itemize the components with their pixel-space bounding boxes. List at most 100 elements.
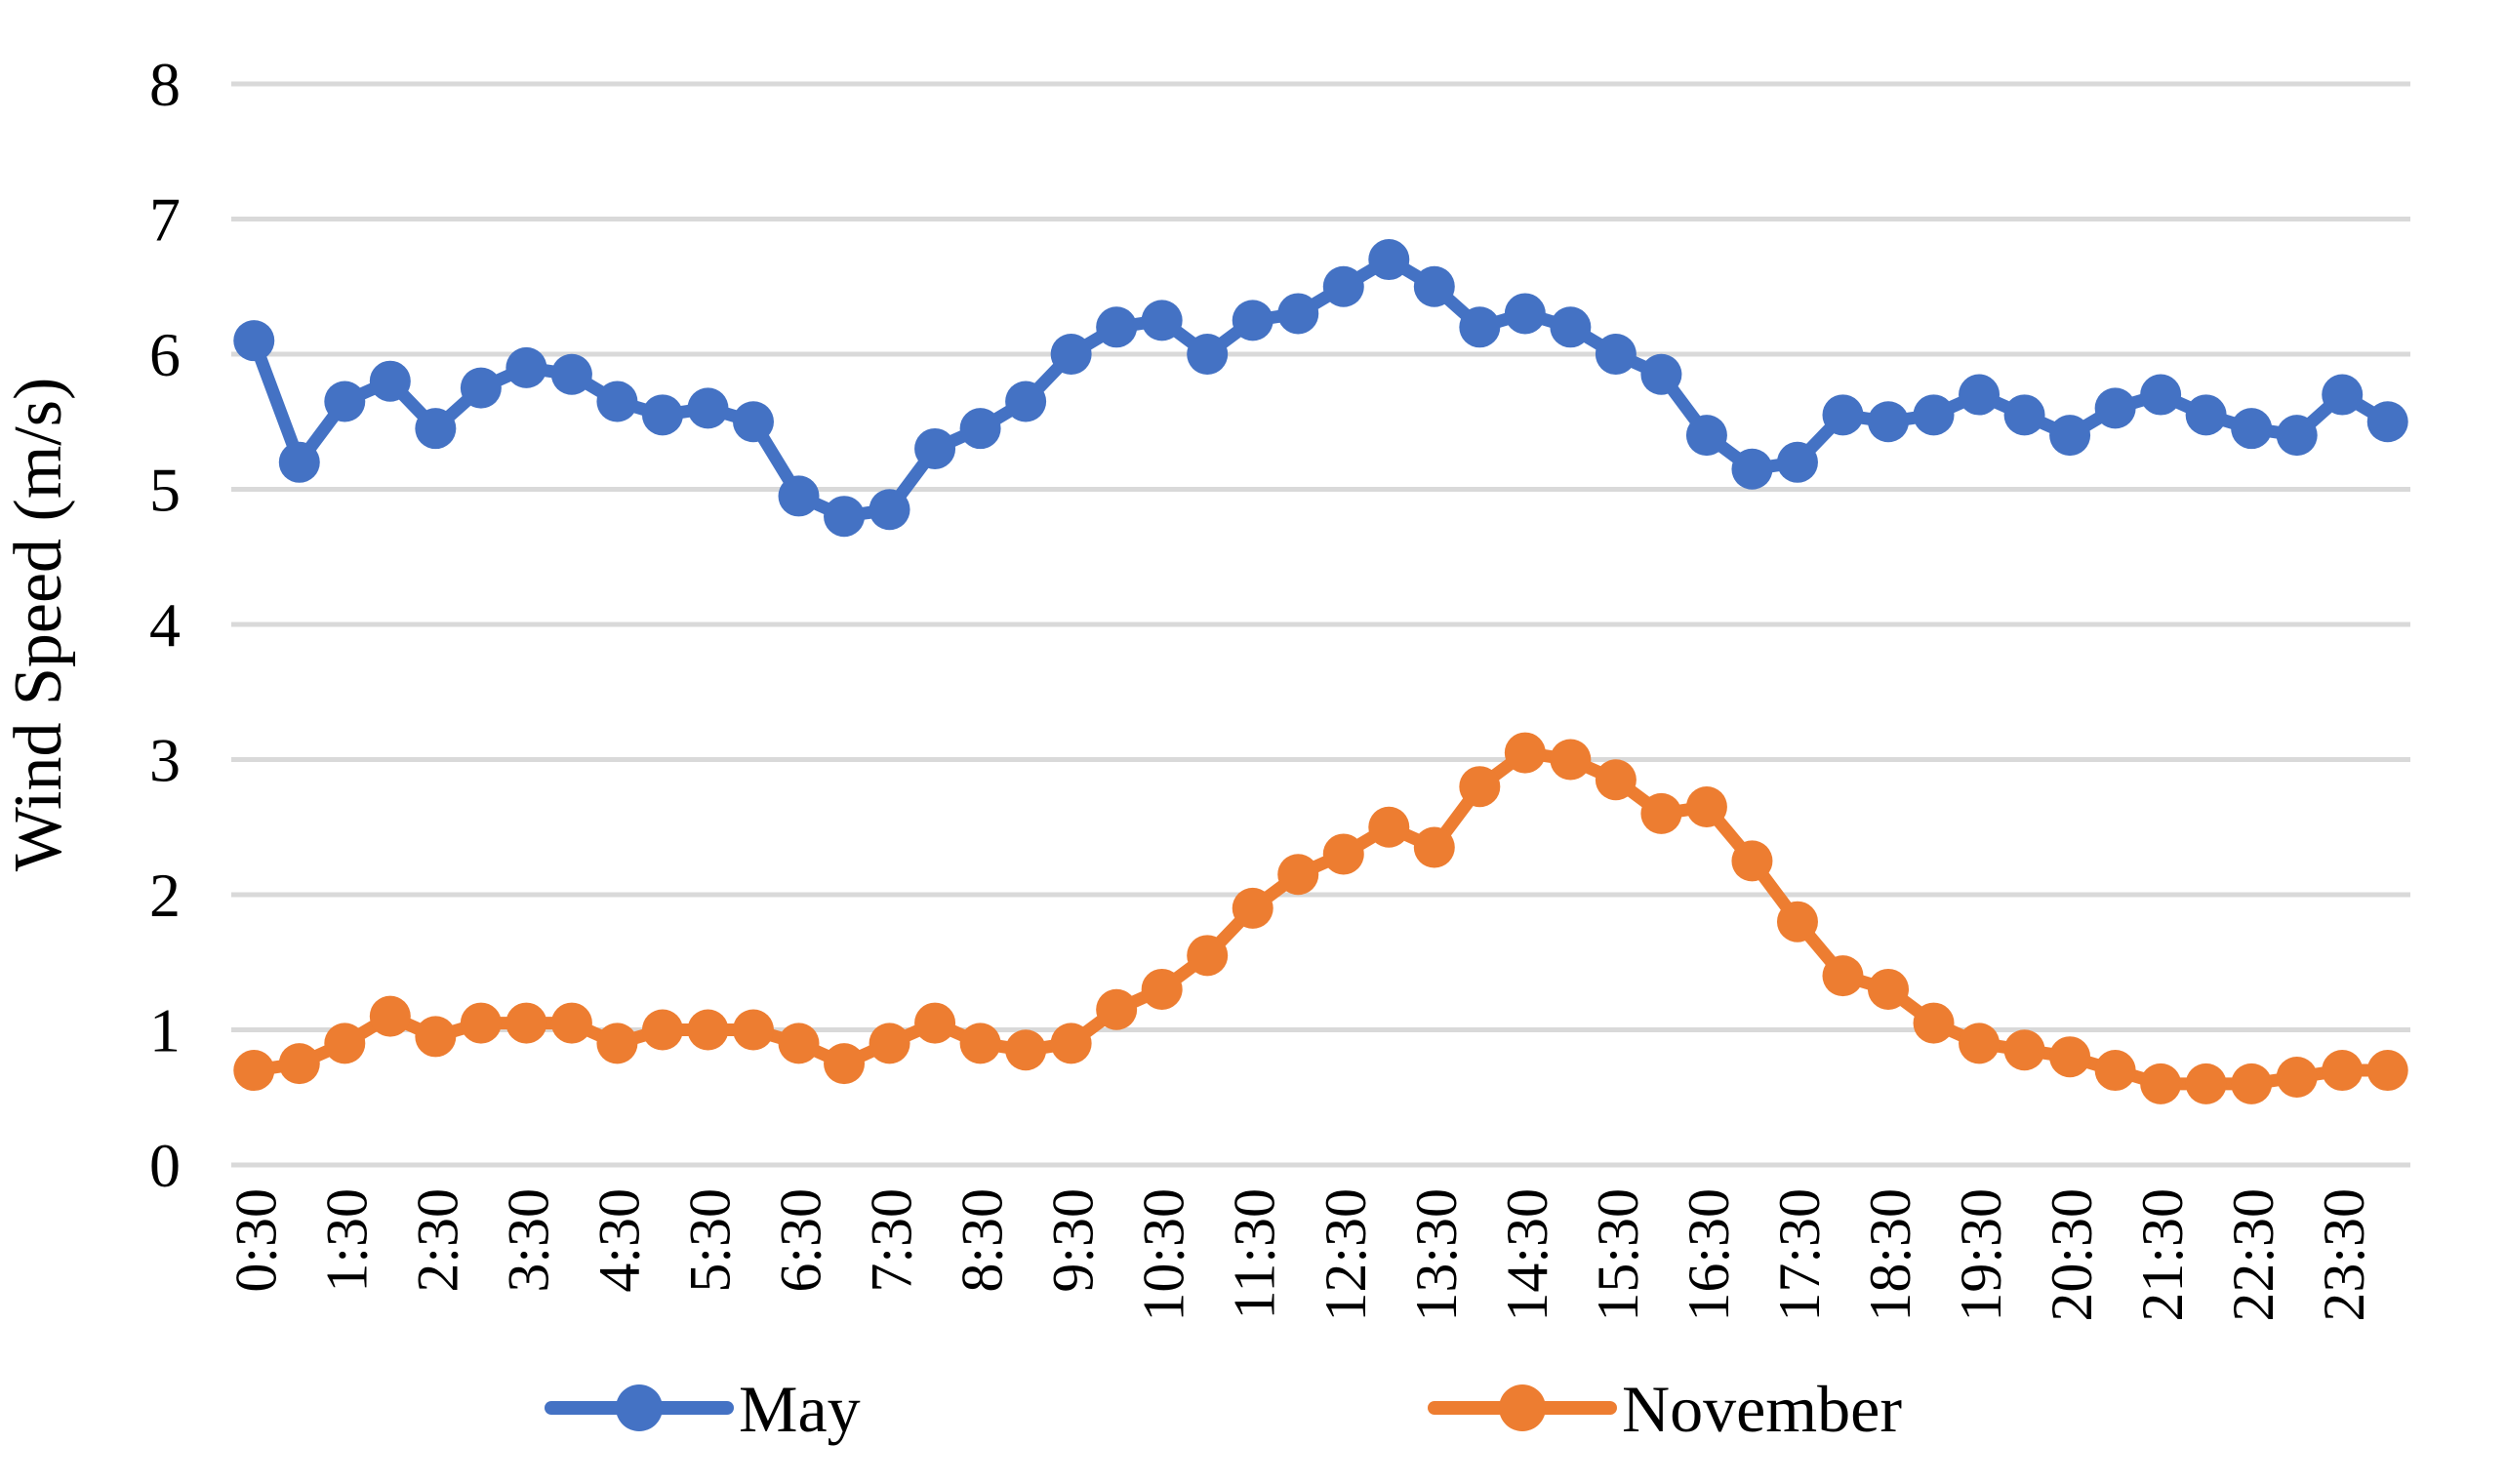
november-data-point-marker: [959, 1023, 1001, 1064]
may-data-point-marker: [2094, 387, 2136, 429]
may-data-point-marker: [1776, 441, 1818, 483]
november-data-point-marker: [1232, 887, 1273, 929]
may-data-point-marker: [1504, 293, 1546, 335]
x-tick-label: 2:30: [405, 1188, 469, 1293]
x-tick-label: 4:30: [586, 1188, 651, 1293]
november-data-point-marker: [687, 1009, 729, 1051]
november-data-point-marker: [1731, 840, 1773, 882]
y-tick-label: 1: [149, 996, 181, 1065]
may-data-point-marker: [869, 489, 910, 531]
november-data-point-marker: [1776, 901, 1818, 943]
november-data-point-marker: [596, 1023, 638, 1064]
november-data-point-marker: [914, 1002, 956, 1044]
may-data-point-marker: [1913, 394, 1955, 436]
november-data-point-marker: [1459, 766, 1501, 808]
november-data-point-marker: [415, 1016, 457, 1058]
november-data-point-marker: [1913, 1002, 1955, 1044]
x-tick-label: 15:30: [1586, 1188, 1650, 1322]
x-tick-label: 23:30: [2312, 1188, 2376, 1322]
may-data-point-marker: [732, 401, 774, 443]
may-data-point-marker: [2140, 374, 2182, 416]
y-tick-label: 4: [149, 590, 181, 660]
x-tick-label: 7:30: [860, 1188, 924, 1293]
november-data-point-marker: [732, 1009, 774, 1051]
may-data-point-marker: [1550, 306, 1592, 348]
november-data-point-marker: [2003, 1029, 2045, 1071]
november-data-point-marker: [1322, 833, 1364, 875]
november-data-point-marker: [2276, 1056, 2318, 1098]
november-data-point-marker: [1504, 732, 1546, 774]
november-data-point-marker: [1050, 1023, 1092, 1064]
november-data-point-marker: [324, 1023, 366, 1064]
november-data-point-marker: [1822, 955, 1864, 997]
november-data-point-marker: [2231, 1063, 2273, 1104]
november-data-point-marker: [1868, 968, 1910, 1010]
y-axis-tick-labels: 0 1 2 3 4 5 6 7 8: [149, 50, 181, 1200]
may-data-point-marker: [687, 387, 729, 429]
x-tick-label: 11:30: [1223, 1188, 1287, 1319]
x-tick-label: 3:30: [496, 1188, 560, 1293]
november-data-point-marker: [869, 1023, 910, 1064]
x-tick-label: 12:30: [1314, 1188, 1378, 1322]
november-data-point-marker: [1005, 1029, 1047, 1071]
november-data-point-marker: [1277, 854, 1319, 896]
may-data-point-marker: [1050, 334, 1092, 375]
x-tick-label: 14:30: [1495, 1188, 1559, 1322]
y-tick-label: 3: [149, 726, 181, 795]
november-data-point-marker: [2185, 1063, 2227, 1104]
november-data-point-marker: [2322, 1050, 2364, 1092]
series-november: [233, 732, 2408, 1104]
may-data-point-marker: [1822, 394, 1864, 436]
y-tick-label: 2: [149, 861, 181, 930]
x-tick-label: 0:30: [223, 1188, 288, 1293]
may-legend-marker: [616, 1384, 663, 1431]
x-axis-tick-labels: 0:30 1:30 2:30 3:30 4:30 5:30 6:30 7:30 8:30 9:30…: [223, 1188, 2376, 1322]
november-data-point-marker: [505, 1002, 547, 1044]
may-data-point-marker: [1005, 381, 1047, 422]
x-tick-label: 6:30: [769, 1188, 833, 1293]
may-data-point-marker: [324, 381, 366, 422]
may-data-point-marker: [2049, 415, 2091, 457]
x-tick-label: 22:30: [2221, 1188, 2285, 1322]
may-data-point-marker: [2231, 408, 2273, 450]
may-data-point-marker: [1187, 334, 1229, 375]
november-legend-label: November: [1622, 1372, 1902, 1446]
may-data-point-marker: [778, 475, 820, 517]
november-data-point-marker: [278, 1043, 320, 1085]
may-data-point-marker: [1096, 306, 1138, 348]
may-data-point-marker: [415, 408, 457, 450]
november-data-point-marker: [2140, 1063, 2182, 1104]
november-data-point-marker: [1141, 968, 1183, 1010]
x-tick-label: 9:30: [1041, 1188, 1106, 1293]
november-legend-marker: [1499, 1384, 1546, 1431]
x-tick-label: 5:30: [677, 1188, 742, 1293]
y-axis-title: Wind Speed (m/s): [1, 378, 76, 872]
november-data-point-marker: [1959, 1023, 2001, 1064]
may-data-point-marker: [278, 441, 320, 483]
x-tick-label: 18:30: [1858, 1188, 1922, 1322]
legend-item-may: May: [545, 1372, 861, 1446]
may-data-point-marker: [914, 427, 956, 469]
may-data-point-marker: [369, 360, 411, 402]
november-data-point-marker: [1550, 739, 1592, 781]
november-data-point-marker: [1413, 826, 1455, 868]
legend-item-november: November: [1428, 1372, 1902, 1446]
x-tick-label: 20:30: [2040, 1188, 2104, 1322]
gridlines: [231, 81, 2410, 1168]
november-data-point-marker: [2049, 1036, 2091, 1078]
x-tick-label: 17:30: [1767, 1188, 1832, 1322]
x-tick-label: 21:30: [2130, 1188, 2195, 1322]
may-data-point-marker: [1731, 448, 1773, 490]
may-data-point-marker: [1322, 265, 1364, 307]
november-data-point-marker: [1595, 759, 1637, 801]
november-data-point-marker: [1096, 988, 1138, 1030]
may-data-point-marker: [2322, 374, 2364, 416]
y-tick-label: 0: [149, 1131, 181, 1200]
may-data-point-marker: [2366, 401, 2408, 443]
may-data-point-marker: [1277, 293, 1319, 335]
may-data-point-marker: [959, 408, 1001, 450]
may-data-point-marker: [1959, 374, 2001, 416]
november-data-point-marker: [369, 995, 411, 1037]
may-data-point-marker: [2185, 394, 2227, 436]
may-data-point-marker: [1368, 239, 1410, 281]
